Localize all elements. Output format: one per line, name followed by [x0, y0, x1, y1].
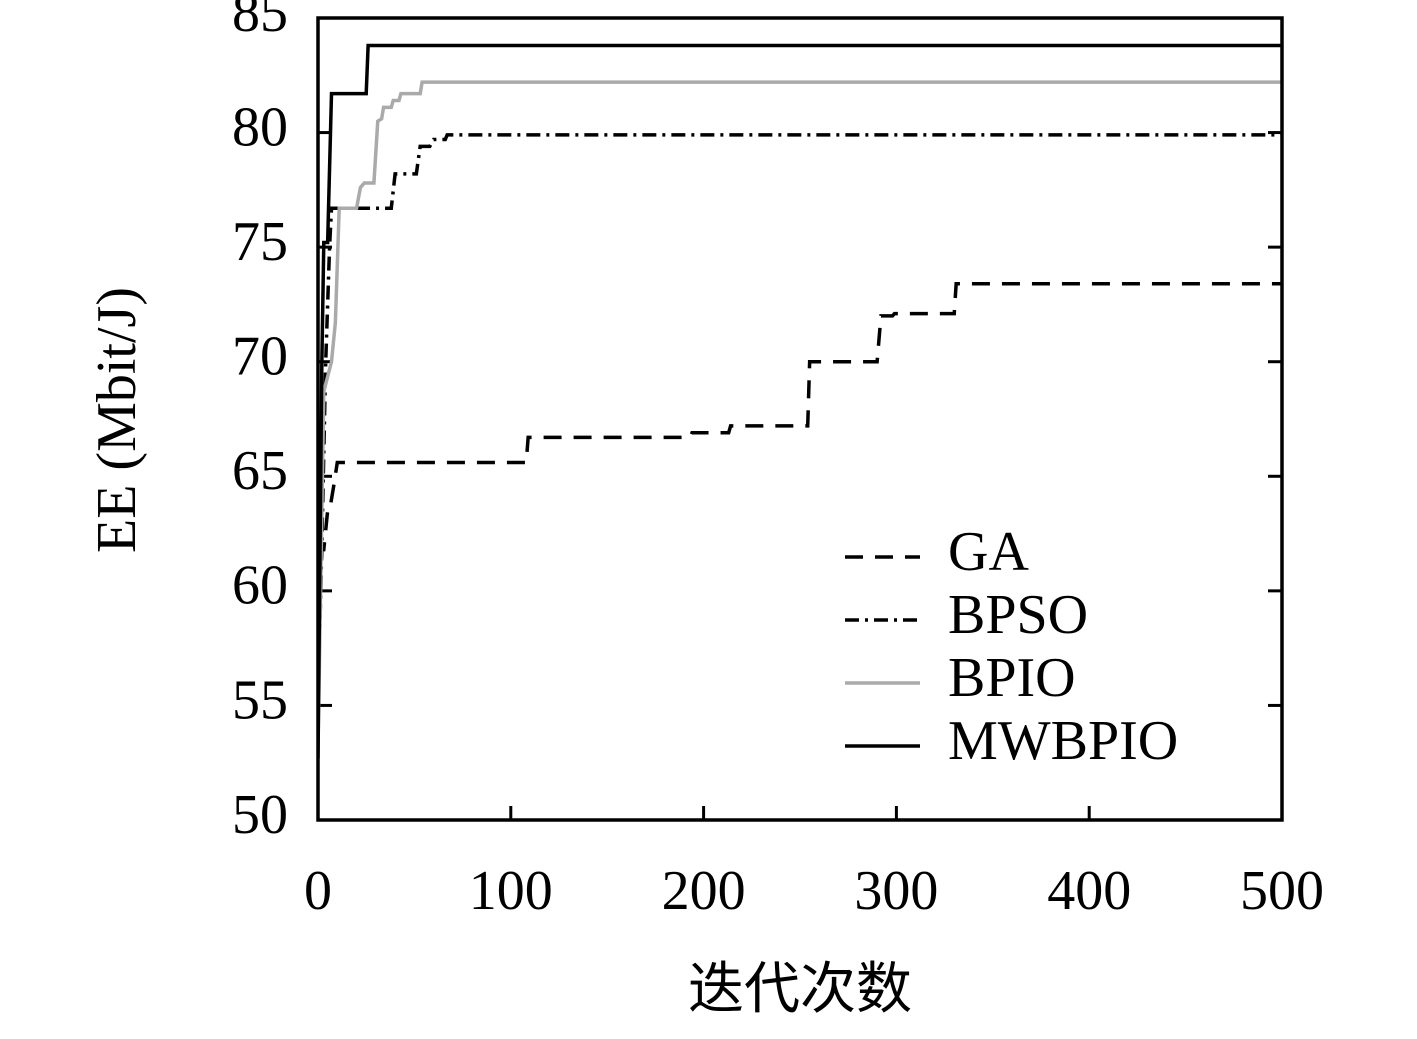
y-tick-label: 65: [232, 440, 288, 502]
legend-label: MWBPIO: [948, 710, 1178, 772]
x-tick-label: 200: [662, 860, 746, 922]
y-tick-label: 75: [232, 211, 288, 273]
legend-label: BPIO: [948, 647, 1076, 709]
y-axis-label: EE (Mbit/J): [86, 287, 148, 553]
series-line: [318, 133, 1282, 706]
x-tick-label: 0: [304, 860, 332, 922]
x-tick-label: 400: [1047, 860, 1131, 922]
x-tick-label: 500: [1240, 860, 1324, 922]
y-tick-label: 55: [232, 669, 288, 731]
legend-label: GA: [948, 521, 1029, 583]
y-tick-label: 50: [232, 784, 288, 846]
y-tick-label: 85: [232, 0, 288, 44]
series-line: [318, 80, 1282, 752]
x-tick-label: 100: [469, 860, 553, 922]
series-line: [318, 43, 1282, 759]
y-tick-label: 70: [232, 326, 288, 388]
x-axis-label: 迭代次数: [688, 959, 912, 1021]
plot-frame: [316, 16, 1284, 822]
x-tick-label: 300: [854, 860, 938, 922]
series-line: [318, 282, 1282, 649]
y-tick-label: 60: [232, 555, 288, 617]
y-tick-label: 80: [232, 96, 288, 158]
legend-label: BPSO: [948, 584, 1088, 646]
